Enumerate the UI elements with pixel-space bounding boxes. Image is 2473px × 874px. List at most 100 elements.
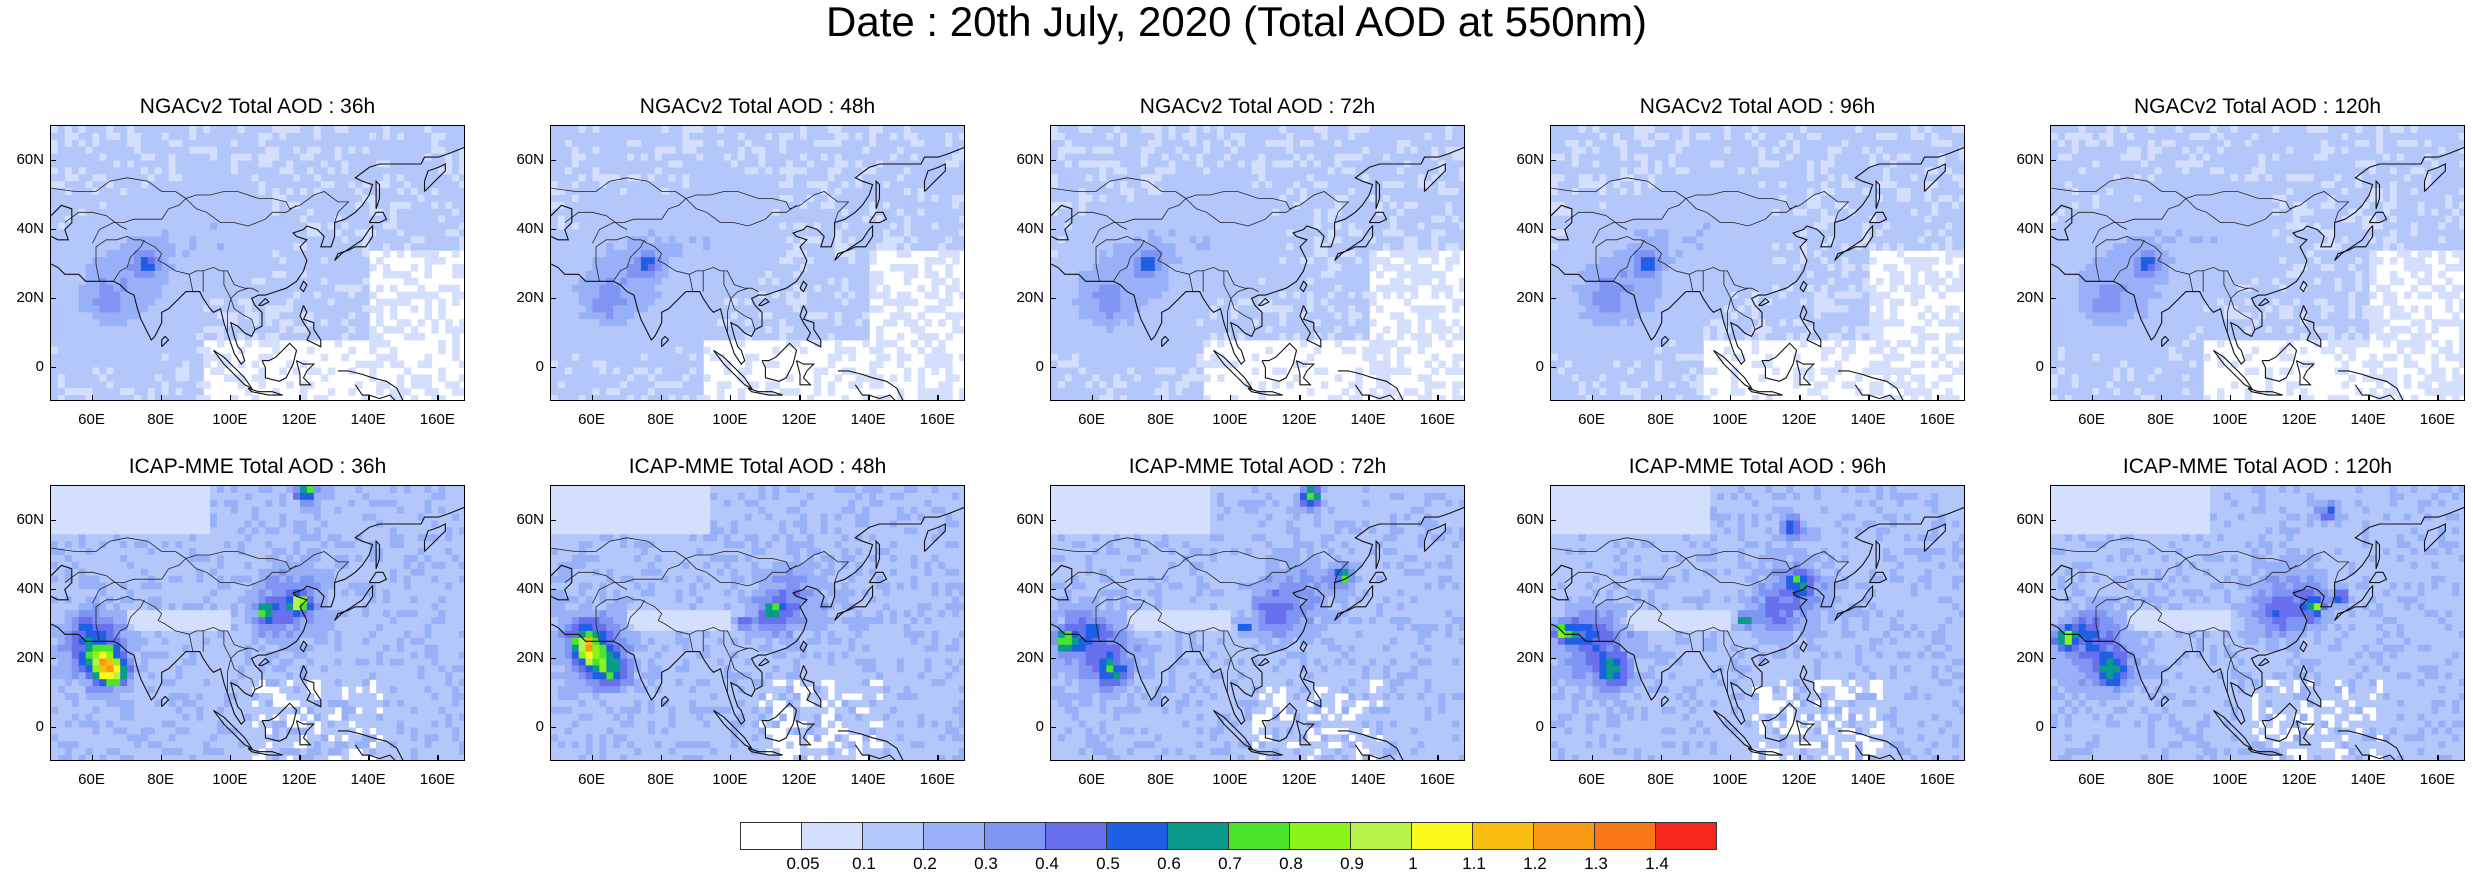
lon-tick xyxy=(1437,755,1439,761)
country-border xyxy=(1112,599,1145,642)
aod-map xyxy=(551,126,964,400)
country-border xyxy=(1612,599,1645,642)
coastline xyxy=(368,211,388,224)
colorbar-bin xyxy=(1106,822,1168,850)
coastline xyxy=(1868,211,1888,224)
lon-tick xyxy=(91,755,93,761)
coastline xyxy=(838,730,904,760)
lon-tick-label: 100E xyxy=(205,411,255,428)
coastline xyxy=(795,360,816,386)
lon-tick-label: 140E xyxy=(2343,771,2393,788)
coastline xyxy=(747,747,783,756)
lon-tick xyxy=(1229,395,1232,401)
country-border xyxy=(595,246,600,282)
lon-tick xyxy=(1868,755,1870,761)
lon-tick-label: 80E xyxy=(636,771,686,788)
country-border xyxy=(1592,191,1850,244)
lat-tick xyxy=(1550,159,1556,161)
country-border xyxy=(1595,246,1600,282)
colorbar-label: 0.3 xyxy=(974,854,998,874)
colorbar-label: 1.3 xyxy=(1584,854,1608,874)
lon-tick-label: 80E xyxy=(1136,411,1186,428)
country-border xyxy=(2185,198,2297,227)
lon-tick-label: 140E xyxy=(1843,771,1893,788)
lat-tick xyxy=(1050,159,1056,161)
country-border xyxy=(730,298,756,330)
lat-tick xyxy=(550,366,556,368)
coastline xyxy=(747,387,783,396)
lon-tick xyxy=(1437,395,1439,401)
aod-map xyxy=(51,486,464,760)
coastline xyxy=(1551,146,1964,365)
country-border xyxy=(2230,298,2256,330)
lat-tick-label: 40N xyxy=(1004,580,1044,597)
country-border xyxy=(2188,634,2194,652)
lon-tick-label: 140E xyxy=(1343,411,1393,428)
lat-tick xyxy=(550,297,556,299)
lat-tick xyxy=(550,657,556,659)
lon-tick-label: 120E xyxy=(1774,771,1824,788)
country-border xyxy=(2092,551,2350,604)
coastline xyxy=(1299,305,1322,348)
lat-tick xyxy=(1050,228,1056,230)
lat-tick-label: 20N xyxy=(2004,649,2044,666)
country-border xyxy=(1226,298,1232,333)
country-border xyxy=(230,298,256,330)
map-frame xyxy=(2050,485,2465,761)
lon-tick xyxy=(2091,395,2093,401)
lon-tick-label: 60E xyxy=(1067,411,1117,428)
country-border xyxy=(2064,211,2128,230)
map-panel: NGACv2 Total AOD : 96h 60N 40N 20N 0 60E 80E 10… xyxy=(1516,95,1965,441)
lat-tick-label: 0 xyxy=(2004,358,2044,375)
lat-tick-label: 60N xyxy=(4,511,44,528)
lon-tick-label: 120E xyxy=(2274,771,2324,788)
lon-tick-label: 80E xyxy=(2136,411,2186,428)
lon-tick xyxy=(229,395,232,401)
coastline xyxy=(1661,335,1670,348)
lon-tick xyxy=(660,395,663,401)
coastline xyxy=(1761,342,1798,382)
lon-tick xyxy=(799,395,801,401)
lat-tick xyxy=(1550,726,1556,728)
lon-tick-label: 140E xyxy=(343,411,393,428)
lon-tick xyxy=(591,755,593,761)
lon-tick xyxy=(1868,395,1870,401)
lat-tick-label: 20N xyxy=(1504,649,1544,666)
lon-tick xyxy=(1229,755,1232,761)
lat-tick xyxy=(50,726,56,728)
coastline xyxy=(2334,224,2374,261)
lat-tick xyxy=(50,519,56,521)
lat-tick xyxy=(1050,519,1056,521)
map-panel: NGACv2 Total AOD : 48h 60N 40N 20N 0 60E 80E 10… xyxy=(516,95,965,441)
country-border xyxy=(1592,551,1850,604)
country-border xyxy=(1095,595,1259,652)
country-border xyxy=(551,537,687,559)
coastline xyxy=(2161,695,2170,708)
coastline xyxy=(1799,280,1808,293)
coastline xyxy=(1713,349,1754,390)
coastline xyxy=(923,163,946,192)
colorbar-label: 0.1 xyxy=(852,854,876,874)
coastline xyxy=(1295,360,1316,386)
map-panel: ICAP-MME Total AOD : 72h 60N 40N 20N 0 60E 80E… xyxy=(1016,455,1465,801)
country-border xyxy=(185,558,297,587)
colorbar-label: 0.2 xyxy=(913,854,937,874)
coastline xyxy=(1051,506,1464,725)
coastline xyxy=(795,720,816,746)
country-border xyxy=(2095,246,2100,282)
lon-tick-label: 100E xyxy=(1205,771,1255,788)
lat-tick xyxy=(1050,726,1056,728)
map-frame xyxy=(1050,125,1465,401)
country-border xyxy=(564,211,628,230)
coastline xyxy=(247,387,283,396)
lat-tick-label: 60N xyxy=(504,151,544,168)
panel-title: NGACv2 Total AOD : 120h xyxy=(2050,95,2465,119)
map-frame xyxy=(550,485,965,761)
colorbar-bin xyxy=(1472,822,1534,850)
lon-tick-label: 160E xyxy=(1912,771,1962,788)
lon-tick xyxy=(799,755,801,761)
country-border xyxy=(685,558,797,587)
lat-tick xyxy=(1050,588,1056,590)
coastline xyxy=(2261,702,2298,742)
coastline xyxy=(2368,211,2388,224)
